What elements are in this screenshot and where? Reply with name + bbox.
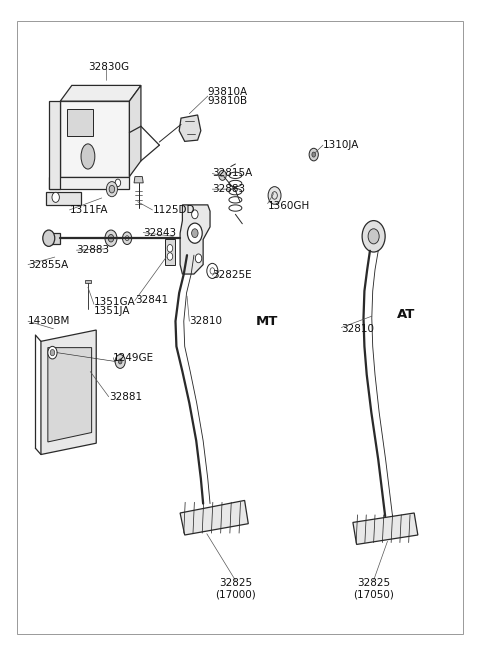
Polygon shape (47, 193, 81, 205)
Text: AT: AT (396, 309, 415, 322)
Polygon shape (48, 348, 92, 442)
Polygon shape (134, 177, 143, 183)
Text: 32825E: 32825E (212, 271, 252, 280)
Text: 1125DD: 1125DD (153, 205, 195, 215)
Circle shape (50, 350, 55, 356)
Circle shape (115, 354, 125, 368)
Bar (67, 109, 93, 136)
Circle shape (108, 234, 114, 242)
Circle shape (52, 193, 60, 202)
Text: 32883: 32883 (76, 245, 109, 255)
Circle shape (48, 346, 57, 359)
Text: 32810: 32810 (341, 324, 374, 334)
Text: 1351JA: 1351JA (94, 306, 131, 316)
Polygon shape (165, 240, 175, 265)
Circle shape (107, 181, 118, 196)
Text: 1311FA: 1311FA (70, 205, 108, 215)
Text: 32843: 32843 (143, 227, 176, 238)
Text: 1360GH: 1360GH (268, 200, 310, 210)
Ellipse shape (81, 144, 95, 169)
Polygon shape (41, 330, 96, 455)
Polygon shape (180, 205, 210, 274)
Text: 1310JA: 1310JA (323, 140, 360, 150)
Circle shape (43, 230, 55, 246)
Polygon shape (180, 500, 248, 535)
Text: 32881: 32881 (108, 392, 142, 402)
Text: MT: MT (256, 314, 278, 328)
Circle shape (188, 223, 202, 243)
Text: 32830G: 32830G (88, 62, 129, 71)
Circle shape (192, 229, 198, 238)
Polygon shape (130, 85, 141, 177)
Text: 93810B: 93810B (208, 96, 248, 106)
Text: 1430BM: 1430BM (28, 316, 71, 326)
Circle shape (362, 221, 385, 252)
Circle shape (195, 254, 202, 263)
Text: 32825
(17000): 32825 (17000) (215, 578, 256, 599)
Circle shape (122, 232, 132, 244)
Circle shape (119, 359, 122, 364)
Circle shape (167, 244, 173, 252)
Text: 32841: 32841 (135, 295, 168, 305)
Circle shape (309, 148, 318, 161)
Polygon shape (49, 177, 130, 189)
Circle shape (368, 229, 379, 244)
Text: 1249GE: 1249GE (113, 352, 155, 363)
Text: 32810: 32810 (189, 316, 222, 326)
Circle shape (312, 152, 315, 157)
Text: 32815A: 32815A (212, 168, 252, 178)
Polygon shape (49, 101, 60, 189)
Circle shape (268, 187, 281, 204)
Polygon shape (60, 101, 130, 177)
Circle shape (192, 210, 198, 219)
Text: 93810A: 93810A (208, 86, 248, 97)
Circle shape (167, 253, 173, 260)
Polygon shape (179, 115, 201, 141)
Circle shape (109, 185, 115, 193)
Text: 32855A: 32855A (28, 259, 68, 270)
Circle shape (105, 230, 117, 246)
Polygon shape (49, 233, 60, 244)
Polygon shape (353, 513, 418, 544)
Text: 32825
(17050): 32825 (17050) (353, 578, 394, 599)
Text: 32883: 32883 (212, 184, 245, 194)
Circle shape (219, 170, 226, 180)
Circle shape (115, 179, 120, 187)
Text: 1351GA: 1351GA (94, 297, 136, 307)
Polygon shape (60, 85, 141, 101)
Polygon shape (85, 280, 91, 284)
